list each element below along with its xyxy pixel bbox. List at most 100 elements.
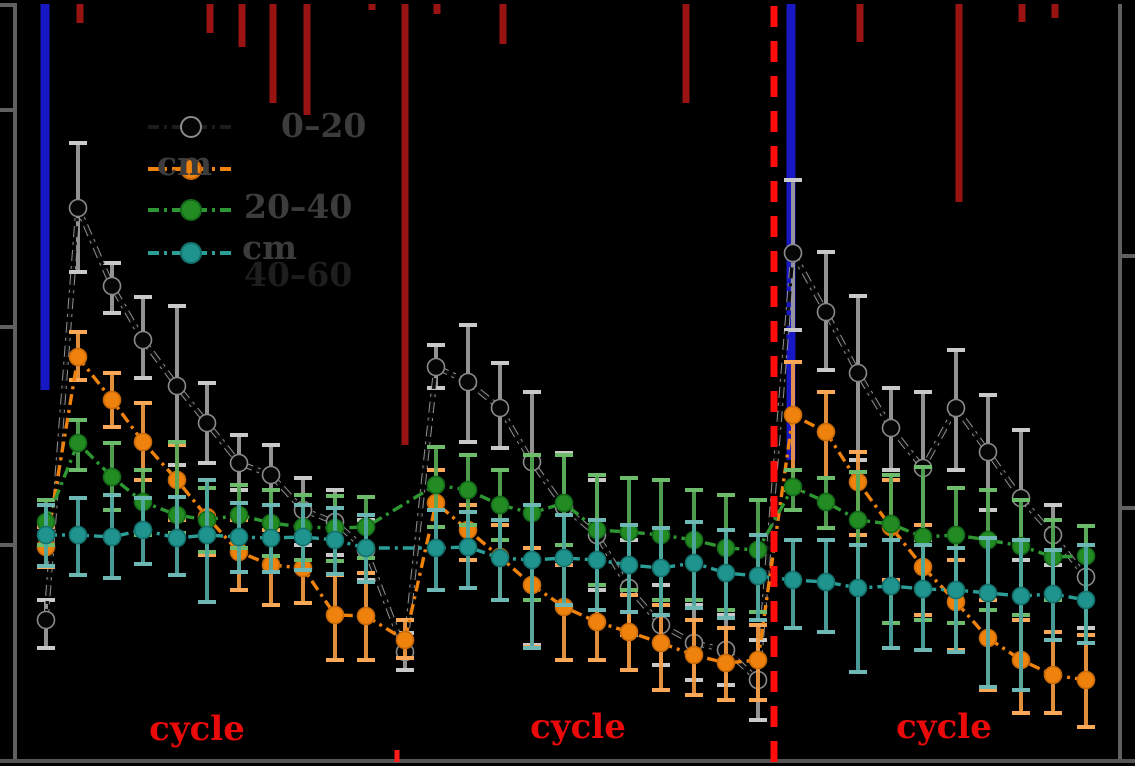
y-axis-left-tick [0,325,13,329]
data-point-teal [748,566,768,586]
y-axis-left-tick [0,543,13,547]
data-point-green [68,433,88,453]
legend-marker-orange [180,158,202,180]
data-point-green [848,510,868,530]
data-point-teal [554,548,574,568]
data-point-green [881,514,901,534]
data-point-orange [651,633,671,653]
event-bar-darkred [1051,4,1059,18]
event-bar-darkred [856,4,864,42]
data-point-black [102,276,122,296]
data-point-green [490,495,510,515]
data-point-orange [68,347,88,367]
data-point-teal [587,550,607,570]
data-point-teal [716,563,736,583]
legend-marker-teal [180,242,202,264]
data-point-black [229,453,249,473]
data-point-black [881,418,901,438]
data-point-green [783,477,803,497]
data-point-black [978,442,998,462]
data-point-black [261,465,281,485]
legend-label: 0–20 [281,106,366,145]
data-point-teal [102,527,122,547]
data-point-teal [197,525,217,545]
event-bar-blue [40,4,50,390]
data-point-teal [68,525,88,545]
data-point-green [946,525,966,545]
data-point-black [133,330,153,350]
data-point-teal [848,578,868,598]
data-point-teal [1011,586,1031,606]
y-axis-left-tick [0,3,13,7]
data-point-orange [619,622,639,642]
event-bar-darkred [269,4,277,103]
data-point-black [167,376,187,396]
data-point-green [913,527,933,547]
legend-label: cm [242,228,297,267]
event-bar-darkred [238,4,246,47]
data-point-orange [356,606,376,626]
y-axis-right-tick [1122,254,1135,258]
data-point-teal [356,538,376,558]
series-line-orange [44,352,1087,682]
y-axis-left-tick [0,108,13,112]
data-point-teal [133,520,153,540]
data-point-teal [293,527,313,547]
data-point-green [426,475,446,495]
data-point-black [197,413,217,433]
data-point-black [68,198,88,218]
data-point-orange [1076,670,1096,690]
data-point-black [36,610,56,630]
data-point-orange [716,653,736,673]
event-bar-darkred [401,4,409,445]
data-point-teal [651,558,671,578]
y-axis-right-spine [1118,4,1122,763]
data-point-teal [229,527,249,547]
event-bar-darkred [368,4,376,10]
data-point-teal [458,537,478,557]
cycle-label: cycle [896,707,992,747]
data-point-teal [913,579,933,599]
data-point-green [102,467,122,487]
data-point-black [783,243,803,263]
event-bar-darkred [433,4,441,14]
data-point-teal [816,572,836,592]
legend-label: 20–40 [244,187,352,226]
data-point-orange [684,645,704,665]
data-point-teal [36,525,56,545]
event-bar-darkred [303,4,311,115]
data-point-green [816,492,836,512]
data-point-black [946,398,966,418]
event-bar-darkred [682,4,690,103]
data-point-orange [102,390,122,410]
data-point-teal [1043,584,1063,604]
data-point-green [458,480,478,500]
data-point-black [458,372,478,392]
data-point-black [848,363,868,383]
data-point-green [554,493,574,513]
data-point-orange [587,612,607,632]
data-point-teal [1076,590,1096,610]
data-point-orange [133,432,153,452]
data-point-black [490,398,510,418]
data-point-teal [946,580,966,600]
data-point-orange [395,630,415,650]
legend-label: 40–60 [244,255,352,294]
data-point-teal [325,530,345,550]
data-point-teal [490,548,510,568]
y-axis-left-spine [13,3,17,763]
event-bar-darkred [499,4,507,44]
data-point-teal [783,570,803,590]
event-bar-darkred [76,4,84,23]
data-point-teal [881,576,901,596]
data-point-teal [684,553,704,573]
data-point-teal [167,528,187,548]
data-point-black [816,302,836,322]
legend-label: cm [157,144,212,183]
data-point-orange [325,605,345,625]
data-point-teal [426,538,446,558]
data-point-teal [619,555,639,575]
data-point-teal [978,583,998,603]
